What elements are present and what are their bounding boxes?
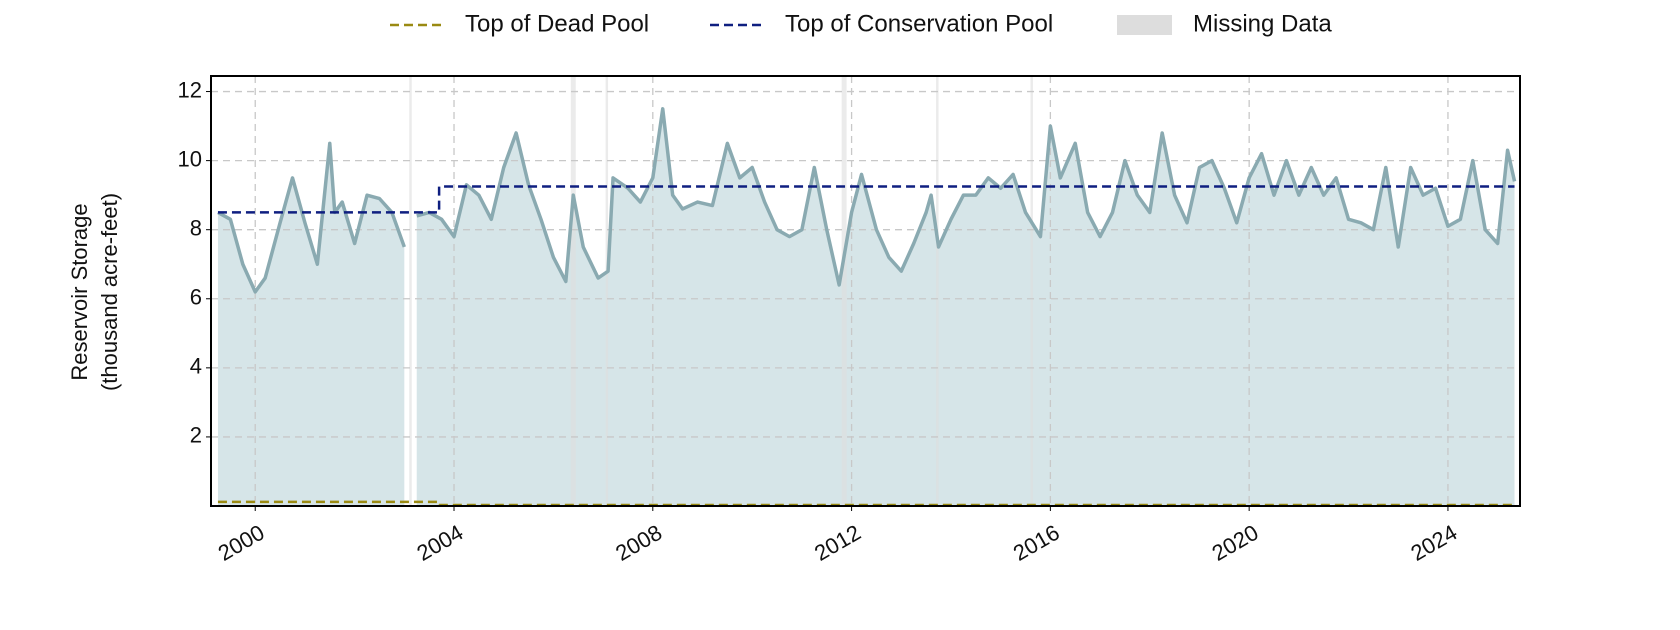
x-tick-label: 2008 — [611, 520, 666, 566]
y-tick-label: 6 — [190, 285, 202, 310]
y-tick-label: 2 — [190, 423, 202, 448]
legend-swatch — [1117, 15, 1172, 35]
y-axis-label-line: Reservoir Storage — [67, 203, 92, 380]
x-tick-label: 2000 — [214, 520, 269, 566]
area — [217, 108, 1515, 506]
missing-span — [1030, 76, 1033, 506]
legend-label: Top of Dead Pool — [465, 10, 649, 37]
plot-frame — [210, 75, 1521, 507]
missing-span — [570, 76, 576, 506]
missing-span — [936, 76, 939, 506]
y-tick-label: 10 — [178, 146, 202, 171]
legend-label: Top of Conservation Pool — [785, 10, 1053, 37]
x-tick-label: 2016 — [1009, 520, 1064, 566]
y-axis-label: Reservoir Storage (thousand acre-feet) — [67, 193, 122, 391]
legend-label: Missing Data — [1193, 10, 1332, 37]
x-tick-label: 2012 — [810, 520, 865, 566]
missing-span — [841, 76, 847, 506]
y-axis-label-line: (thousand acre-feet) — [97, 193, 122, 391]
y-tick-label: 8 — [190, 216, 202, 241]
y-tick-label: 4 — [190, 354, 202, 379]
pool-line — [217, 185, 1515, 214]
y-tick-label: 12 — [178, 77, 202, 102]
missing-span — [605, 76, 609, 506]
x-tick-label: 2020 — [1208, 520, 1263, 566]
missing-span — [409, 76, 412, 506]
x-tick-label: 2024 — [1406, 520, 1461, 566]
pool-line — [217, 500, 1515, 507]
x-tick-label: 2004 — [413, 520, 468, 566]
storage-line — [217, 107, 1517, 294]
